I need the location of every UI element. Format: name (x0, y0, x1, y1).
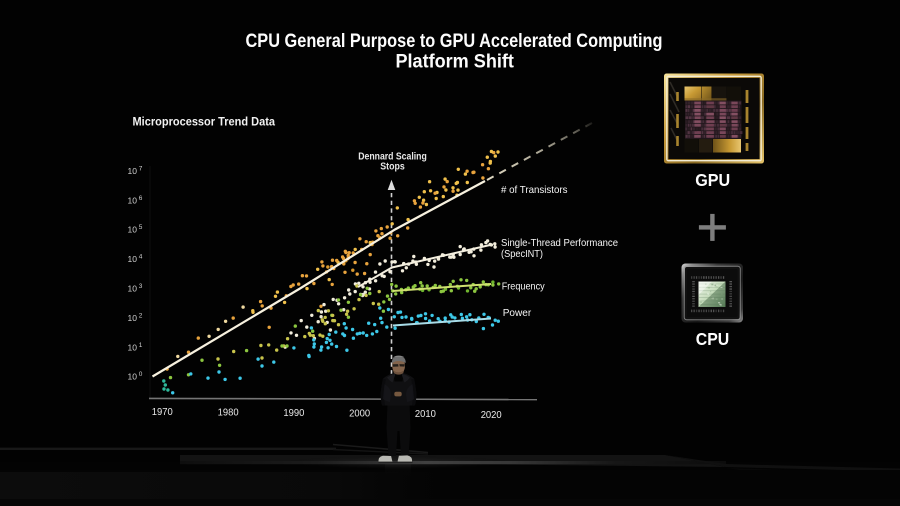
svg-text:2000: 2000 (349, 409, 370, 420)
svg-text:Single-Thread Performance: Single-Thread Performance (501, 237, 618, 249)
svg-text:10: 10 (128, 254, 138, 264)
svg-text:6: 6 (139, 195, 143, 202)
svg-text:1980: 1980 (218, 408, 239, 419)
svg-text:10: 10 (128, 225, 138, 235)
svg-text:10: 10 (128, 195, 138, 205)
svg-text:CPU: CPU (696, 329, 730, 349)
svg-text:2010: 2010 (415, 409, 436, 420)
svg-text:1990: 1990 (283, 408, 304, 419)
svg-text:Dennard Scaling: Dennard Scaling (358, 150, 427, 162)
svg-text:4: 4 (139, 254, 143, 261)
svg-text:Power: Power (503, 307, 532, 319)
svg-text:10: 10 (128, 342, 138, 352)
svg-text:2020: 2020 (481, 410, 502, 421)
svg-text:# of Transistors: # of Transistors (501, 184, 568, 196)
svg-text:1: 1 (139, 342, 143, 349)
svg-text:(SpecINT): (SpecINT) (501, 248, 543, 260)
svg-text:7: 7 (139, 165, 143, 172)
svg-text:10: 10 (128, 372, 138, 382)
svg-text:1970: 1970 (152, 407, 173, 418)
svg-text:10: 10 (128, 166, 138, 176)
svg-text:GPU: GPU (695, 170, 730, 190)
svg-text:3: 3 (139, 283, 143, 290)
svg-text:10: 10 (128, 284, 138, 294)
svg-text:Stops: Stops (380, 161, 405, 173)
svg-text:Microprocessor Trend Data: Microprocessor Trend Data (133, 115, 276, 129)
svg-text:CPU General Purpose to GPU Acc: CPU General Purpose to GPU Accelerated C… (246, 31, 663, 52)
svg-text:0: 0 (139, 371, 143, 378)
svg-text:5: 5 (139, 224, 143, 231)
svg-text:Frequency: Frequency (502, 281, 546, 293)
svg-text:Platform Shift: Platform Shift (395, 52, 514, 73)
svg-text:2: 2 (139, 312, 143, 319)
svg-text:10: 10 (128, 313, 138, 323)
